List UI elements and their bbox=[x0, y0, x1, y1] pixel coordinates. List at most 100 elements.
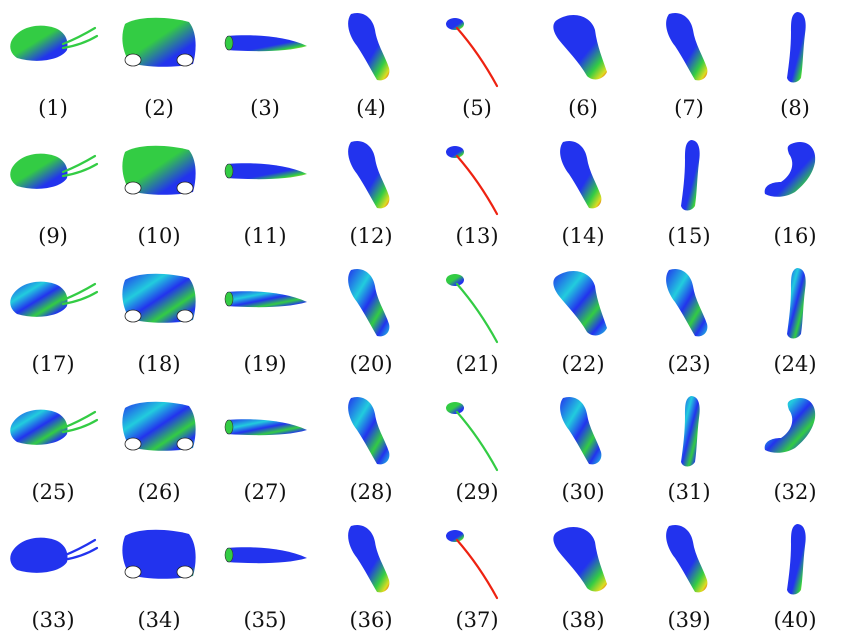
panel-label: (26) bbox=[137, 480, 181, 504]
figure-panel: (18) bbox=[106, 256, 212, 384]
figure-panel: (32) bbox=[742, 384, 848, 512]
panel-label: (24) bbox=[773, 352, 817, 376]
figure-panel: (24) bbox=[742, 256, 848, 384]
figure-panel: (39) bbox=[636, 512, 742, 640]
shape-render bbox=[348, 524, 390, 593]
panel-label: (12) bbox=[349, 224, 393, 248]
figure-panel: (31) bbox=[636, 384, 742, 512]
figure-panel: (10) bbox=[106, 128, 212, 256]
figure-panel: (21) bbox=[424, 256, 530, 384]
shape-render bbox=[787, 12, 806, 83]
shape-render bbox=[446, 274, 499, 344]
panel-label: (15) bbox=[667, 224, 711, 248]
panel-label: (32) bbox=[773, 480, 817, 504]
shape-render bbox=[122, 401, 196, 451]
panel-label: (34) bbox=[137, 608, 181, 632]
shape-render bbox=[10, 537, 99, 573]
figure-panel: (3) bbox=[212, 0, 318, 128]
panel-label: (39) bbox=[667, 608, 711, 632]
figure-panel: (25) bbox=[0, 384, 106, 512]
figure-panel: (29) bbox=[424, 384, 530, 512]
panel-label: (3) bbox=[250, 96, 280, 120]
panel-label: (4) bbox=[356, 96, 386, 120]
figure-panel: (16) bbox=[742, 128, 848, 256]
panel-label: (1) bbox=[38, 96, 68, 120]
panel-label: (17) bbox=[31, 352, 75, 376]
shape-render bbox=[666, 524, 708, 593]
shape-render bbox=[553, 15, 607, 80]
shape-render bbox=[764, 142, 816, 197]
figure-panel: (20) bbox=[318, 256, 424, 384]
shape-render bbox=[348, 12, 390, 81]
shape-render bbox=[348, 140, 390, 209]
shape-render bbox=[224, 291, 307, 308]
figure-panel: (7) bbox=[636, 0, 742, 128]
shape-render bbox=[764, 398, 816, 453]
figure-panel: (19) bbox=[212, 256, 318, 384]
shape-render bbox=[666, 268, 708, 337]
shape-render bbox=[122, 273, 196, 323]
shape-render bbox=[560, 396, 602, 465]
figure-panel: (14) bbox=[530, 128, 636, 256]
figure-panel: (6) bbox=[530, 0, 636, 128]
figure-panel: (9) bbox=[0, 128, 106, 256]
panel-label: (37) bbox=[455, 608, 499, 632]
figure-panel: (15) bbox=[636, 128, 742, 256]
panel-label: (25) bbox=[31, 480, 75, 504]
shape-render bbox=[10, 153, 99, 189]
panel-label: (6) bbox=[568, 96, 598, 120]
shape-render bbox=[122, 529, 196, 579]
shape-render bbox=[681, 140, 700, 211]
figure-panel: (30) bbox=[530, 384, 636, 512]
panel-label: (31) bbox=[667, 480, 711, 504]
shape-render bbox=[224, 35, 307, 52]
figure-panel: (26) bbox=[106, 384, 212, 512]
figure-panel: (28) bbox=[318, 384, 424, 512]
figure-panel: (36) bbox=[318, 512, 424, 640]
shape-render bbox=[787, 268, 806, 339]
shape-render bbox=[10, 281, 99, 317]
figure-panel: (23) bbox=[636, 256, 742, 384]
panel-label: (7) bbox=[674, 96, 704, 120]
panel-label: (11) bbox=[243, 224, 287, 248]
shape-render bbox=[10, 409, 99, 445]
figure-panel: (5) bbox=[424, 0, 530, 128]
shape-render bbox=[348, 268, 390, 337]
panel-label: (10) bbox=[137, 224, 181, 248]
panel-label: (16) bbox=[773, 224, 817, 248]
figure-panel: (4) bbox=[318, 0, 424, 128]
shape-render bbox=[681, 396, 700, 467]
figure-panel: (35) bbox=[212, 512, 318, 640]
panel-label: (2) bbox=[144, 96, 174, 120]
shape-render bbox=[446, 530, 499, 600]
panel-label: (20) bbox=[349, 352, 393, 376]
panel-label: (8) bbox=[780, 96, 810, 120]
panel-label: (33) bbox=[31, 608, 75, 632]
panel-label: (35) bbox=[243, 608, 287, 632]
shape-render bbox=[224, 547, 307, 564]
panel-label: (22) bbox=[561, 352, 605, 376]
shape-render bbox=[122, 17, 196, 67]
panel-label: (18) bbox=[137, 352, 181, 376]
shape-render bbox=[446, 18, 499, 88]
figure-panel: (11) bbox=[212, 128, 318, 256]
shape-render bbox=[666, 12, 708, 81]
figure-panel: (12) bbox=[318, 128, 424, 256]
figure-panel: (37) bbox=[424, 512, 530, 640]
figure-panel: (40) bbox=[742, 512, 848, 640]
figure-panel: (8) bbox=[742, 0, 848, 128]
shape-render bbox=[553, 527, 607, 592]
shape-render bbox=[348, 396, 390, 465]
panel-label: (30) bbox=[561, 480, 605, 504]
panel-label: (9) bbox=[38, 224, 68, 248]
figure-panel: (33) bbox=[0, 512, 106, 640]
shape-render bbox=[446, 146, 499, 216]
shape-render bbox=[224, 163, 307, 180]
figure-panel: (34) bbox=[106, 512, 212, 640]
panel-label: (28) bbox=[349, 480, 393, 504]
figure-panel: (27) bbox=[212, 384, 318, 512]
panel-label: (27) bbox=[243, 480, 287, 504]
panel-label: (13) bbox=[455, 224, 499, 248]
panel-label: (19) bbox=[243, 352, 287, 376]
